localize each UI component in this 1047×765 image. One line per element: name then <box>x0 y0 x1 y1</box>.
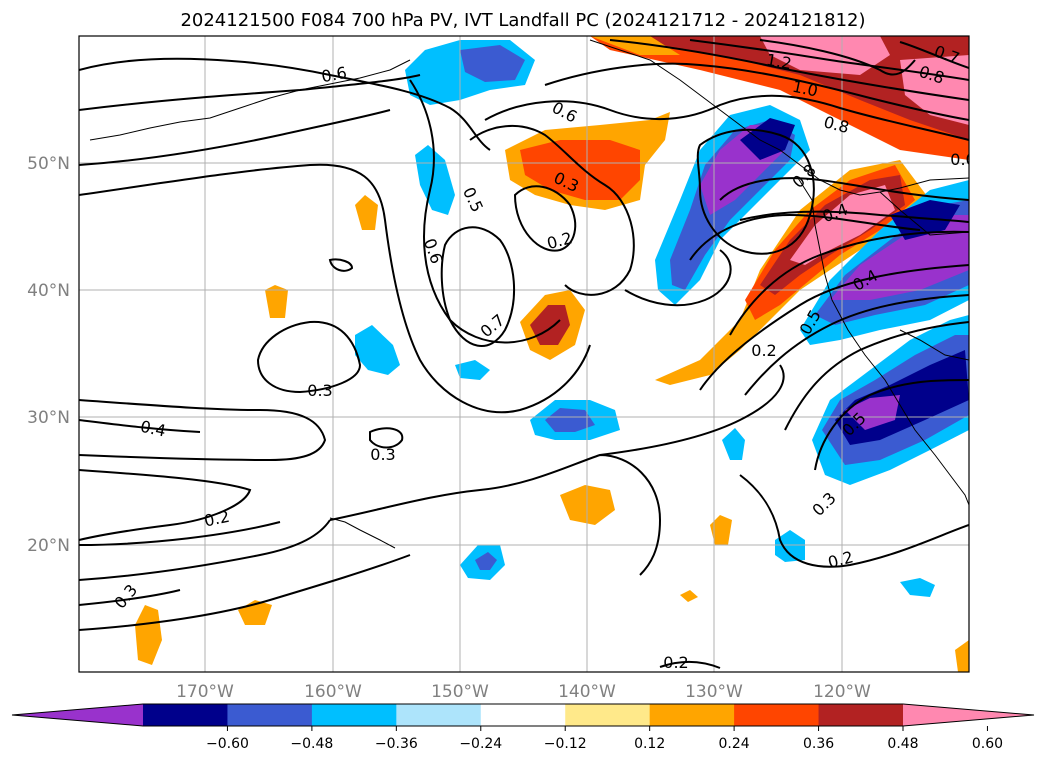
contour-label: 0.2 <box>751 341 776 360</box>
colorbar-extend-high <box>903 704 1034 726</box>
lat-label: 50°N <box>27 154 70 174</box>
contour-label: 0.3 <box>370 445 395 464</box>
colorbar: −0.60 −0.48 −0.36 −0.24 −0.12 0.12 0.24 0.36 0.4… <box>11 703 1035 752</box>
lon-label: 170°W <box>176 682 234 702</box>
colorbar-tick-label: −0.60 <box>206 736 249 752</box>
colorbar-tick-label: 0.48 <box>887 736 918 752</box>
colorbar-segment <box>143 704 228 726</box>
colorbar-segment <box>818 704 904 726</box>
colorbar-tick-label: −0.24 <box>459 736 502 752</box>
contour-label: 0.2 <box>202 507 231 531</box>
latitude-labels: 50°N 40°N 30°N 20°N <box>27 154 70 556</box>
colorbar-extend-low <box>12 704 143 726</box>
colorbar-segment <box>649 704 735 726</box>
lon-label: 120°W <box>813 682 871 702</box>
lon-label: 140°W <box>558 682 616 702</box>
lat-label: 20°N <box>27 536 70 556</box>
colorbar-tick-label: 0.24 <box>719 736 750 752</box>
lon-label: 150°W <box>431 682 489 702</box>
contour-label: 1.0 <box>791 77 820 101</box>
colorbar-tick-label: −0.36 <box>375 736 418 752</box>
lat-label: 30°N <box>27 408 70 428</box>
colorbar-segment <box>396 704 482 726</box>
colorbar-tick-label: 0.36 <box>803 736 834 752</box>
lon-label: 130°W <box>685 682 743 702</box>
lat-label: 40°N <box>27 281 70 301</box>
map-panel: 0.6 0.6 0.5 0.6 0.3 0.2 0.7 1.2 1.0 0.8 … <box>78 35 975 673</box>
colorbar-segment <box>480 704 566 726</box>
contour-label: 0.0 <box>950 150 975 169</box>
colorbar-segment <box>227 704 313 726</box>
pv-contours <box>79 39 969 669</box>
contour-label: 0.2 <box>663 653 688 672</box>
colorbar-tick-label: 0.60 <box>972 736 1003 752</box>
colorbar-segment <box>565 704 651 726</box>
contour-label: 0.6 <box>320 63 348 86</box>
lon-label: 160°W <box>304 682 362 702</box>
longitude-labels: 170°W 160°W 150°W 140°W 130°W 120°W <box>176 682 871 702</box>
contour-label: 0.3 <box>307 381 332 400</box>
map-title: 2024121500 F084 700 hPa PV, IVT Landfall… <box>180 10 865 31</box>
colorbar-tick-label: 0.12 <box>634 736 665 752</box>
colorbar-segment <box>311 704 397 726</box>
colorbar-segment <box>734 704 820 726</box>
contour-label: 0.4 <box>139 417 168 441</box>
colorbar-tick-label: −0.12 <box>544 736 587 752</box>
contour-label: 1.2 <box>765 50 793 73</box>
colorbar-tick-label: −0.48 <box>290 736 333 752</box>
